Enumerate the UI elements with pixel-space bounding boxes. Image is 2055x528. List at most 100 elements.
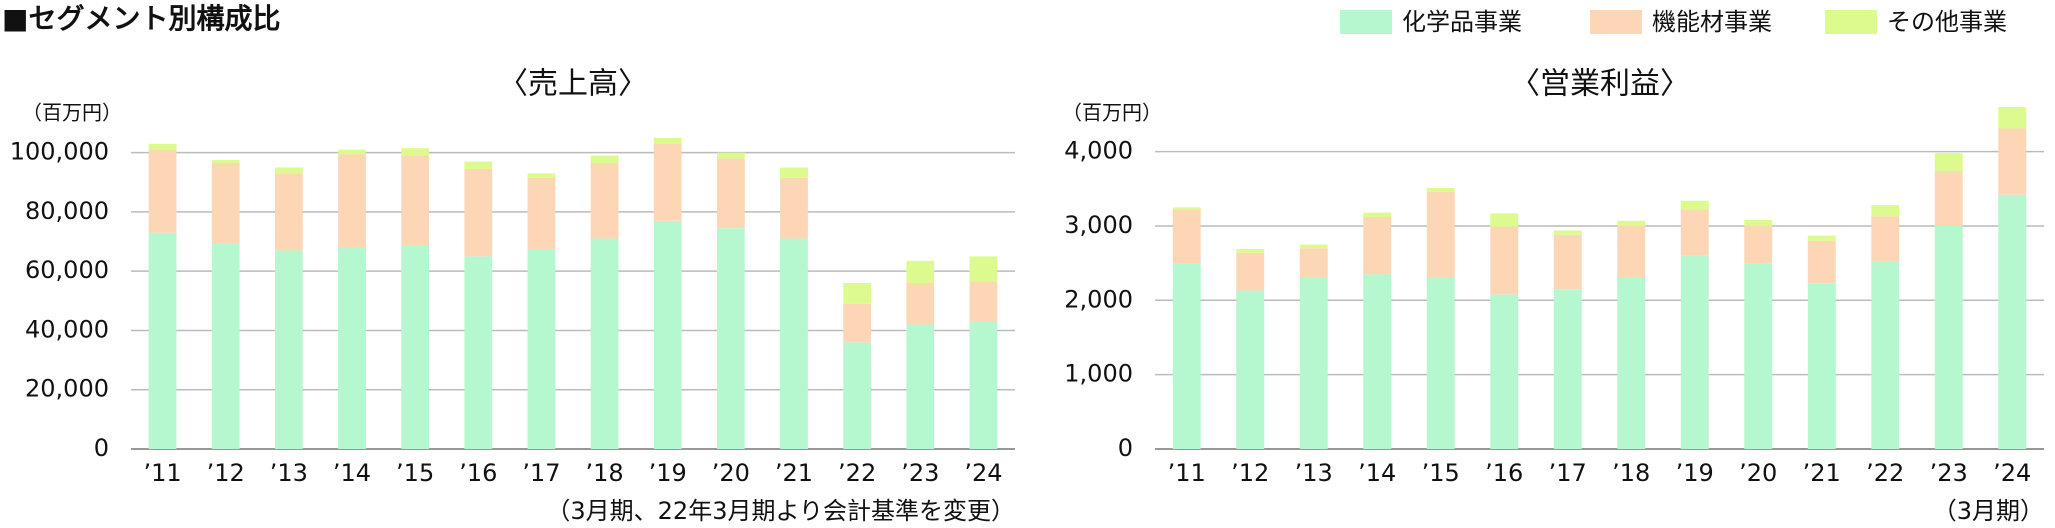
x-tick-label: ’12 [1231, 459, 1269, 487]
x-tick-label: ’16 [1485, 459, 1523, 487]
bar-segment [1680, 255, 1709, 449]
bar-segment [1807, 283, 1836, 449]
bar-segment [780, 177, 808, 239]
bar-segment [1490, 226, 1519, 295]
bar-segment [906, 283, 935, 325]
bar-segment [653, 143, 682, 221]
x-tick-label: ’15 [1422, 459, 1460, 487]
bar-segment [1299, 278, 1328, 449]
bar-segment [1744, 225, 1773, 264]
bar-segment [969, 256, 998, 282]
bar-segment [1553, 230, 1582, 235]
bar-segment [211, 163, 240, 244]
x-tick-label: ’13 [270, 459, 308, 487]
x-tick-label: ’19 [1676, 459, 1714, 487]
x-tick-label: ’18 [1612, 459, 1650, 487]
bar-segment [1553, 289, 1582, 449]
bar-segment [274, 167, 303, 174]
y-tick-label: 40,000 [25, 315, 109, 343]
x-tick-label: ’12 [207, 459, 245, 487]
bar-segment [1680, 200, 1709, 210]
bar-segment [1172, 207, 1201, 210]
bar-segment [527, 173, 556, 178]
bar-segment [653, 137, 682, 144]
x-tick-label: ’22 [1866, 459, 1904, 487]
bar-segment [1998, 107, 2027, 129]
bar-segment [1934, 225, 1963, 449]
bar-segment [716, 228, 745, 449]
bar-segment [211, 243, 240, 449]
x-tick-label: ’20 [1739, 459, 1777, 487]
bar-segment [1490, 213, 1519, 227]
bar-segment [148, 232, 177, 449]
x-tick-label: ’16 [459, 459, 497, 487]
y-tick-label: 0 [94, 434, 109, 462]
bar-segment [338, 149, 366, 155]
x-tick-label: ’17 [522, 459, 560, 487]
bar-segment [1871, 261, 1900, 449]
bar-segment [401, 245, 430, 449]
x-tick-label: ’19 [649, 459, 687, 487]
bar-segment [1617, 225, 1646, 278]
bar-segment [1807, 240, 1836, 284]
bar-segment [1934, 153, 1963, 171]
bar-segment [780, 238, 808, 449]
bar-segment [590, 155, 619, 164]
bar-segment [969, 281, 998, 322]
x-tick-label: ’24 [964, 459, 1002, 487]
unit-label: （百万円） [1062, 101, 1162, 125]
bar-segment [1490, 294, 1519, 449]
legend-label: その他事業 [1887, 8, 2007, 36]
x-tick-label: ’17 [1549, 459, 1587, 487]
x-tick-label: ’23 [901, 459, 939, 487]
bar-segment [843, 283, 872, 304]
bar-segment [1172, 263, 1201, 449]
bar-segment [148, 143, 177, 150]
bar-segment [1299, 244, 1328, 249]
note: （3月期） [1933, 497, 2044, 525]
bar-segment [401, 155, 430, 246]
note: （3月期、22年3月期より会計基準を変更） [546, 497, 1015, 525]
legend-label: 機能材事業 [1652, 8, 1772, 36]
x-tick-label: ’20 [712, 459, 750, 487]
legend-swatch [1590, 10, 1642, 34]
bar-segment [1236, 252, 1265, 291]
bar-segment [843, 303, 872, 343]
chart-title: 〈営業利益〉 [1510, 67, 1690, 102]
x-tick-label: ’24 [1993, 459, 2031, 487]
y-tick-label: 100,000 [10, 138, 109, 166]
bar-segment [590, 238, 619, 449]
bar-segment [274, 250, 303, 449]
bar-segment [1553, 234, 1582, 290]
x-tick-label: ’11 [1168, 459, 1206, 487]
bar-segment [590, 163, 619, 239]
bar-segment [716, 158, 745, 229]
bar-segment [274, 173, 303, 251]
x-tick-label: ’15 [396, 459, 434, 487]
x-tick-label: ’21 [1803, 459, 1841, 487]
bar-segment [1998, 128, 2027, 195]
bar-segment [1934, 170, 1963, 226]
bar-segment [1871, 216, 1900, 262]
x-tick-label: ’18 [585, 459, 623, 487]
y-tick-label: 80,000 [25, 197, 109, 225]
legend-swatch [1340, 10, 1392, 34]
bar-segment [1172, 209, 1201, 264]
bar-segment [1236, 249, 1265, 253]
x-tick-label: ’14 [1358, 459, 1396, 487]
legend-label: 化学品事業 [1402, 8, 1522, 36]
bar-segment [1744, 220, 1773, 226]
bar-segment [1807, 235, 1836, 241]
bar-segment [211, 160, 240, 164]
y-tick-label: 20,000 [25, 375, 109, 403]
bar-segment [464, 161, 493, 169]
bar-segment [1871, 205, 1900, 217]
y-tick-label: 60,000 [25, 256, 109, 284]
bar-segment [1363, 274, 1392, 449]
y-tick-label: 1,000 [1064, 360, 1133, 388]
bar-segment [1680, 209, 1709, 256]
y-tick-label: 0 [1118, 434, 1133, 462]
bar-segment [464, 256, 493, 449]
bar-segment [969, 321, 998, 449]
